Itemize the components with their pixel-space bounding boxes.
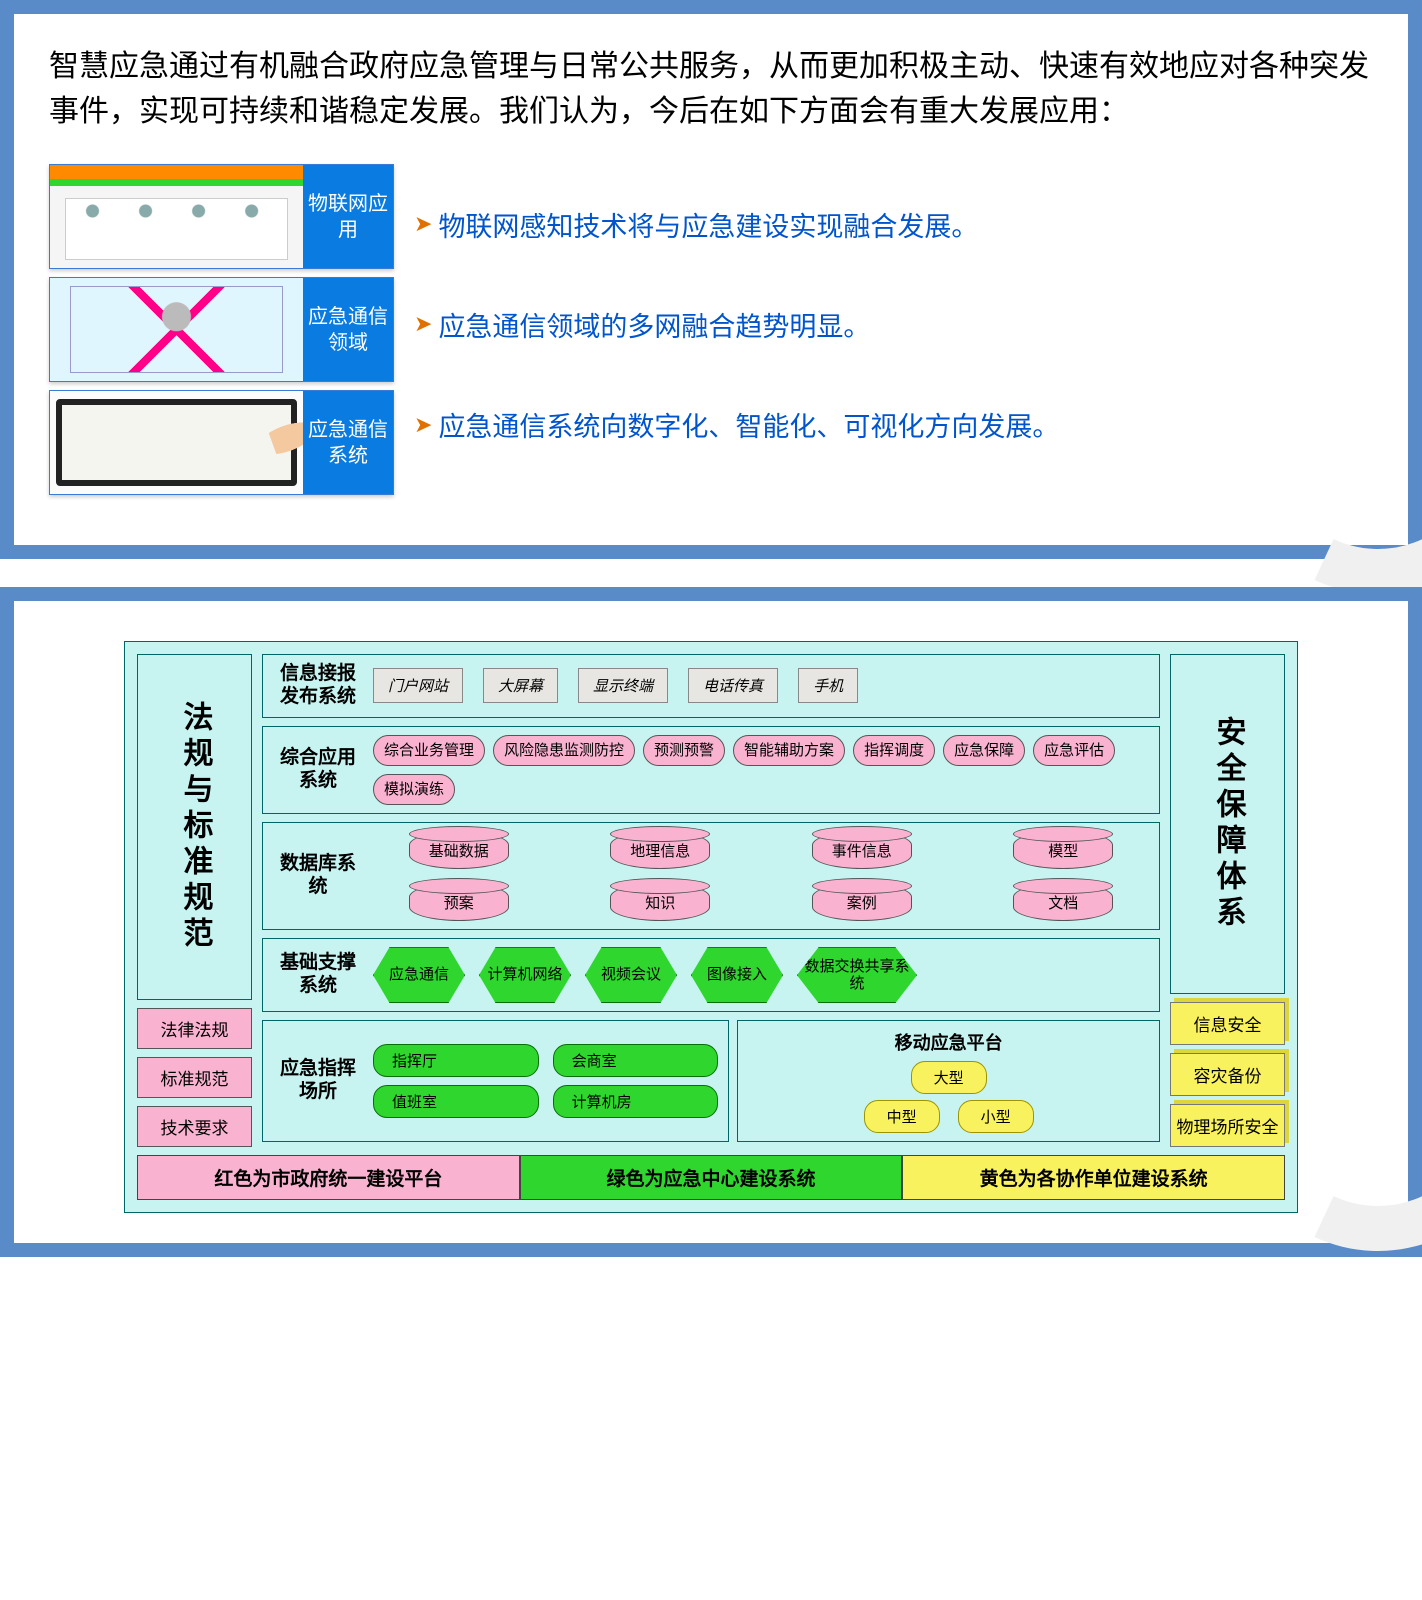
pink-pill: 应急保障 — [943, 735, 1025, 766]
right-side-column: 安全保障体系 信息安全 容灾备份 物理场所安全 — [1170, 654, 1285, 1147]
green-pill: 计算机房 — [553, 1085, 719, 1118]
pink-pill: 应急评估 — [1033, 735, 1115, 766]
hexagon: 视频会议 — [585, 947, 677, 1003]
card-comm-system: 应急通信系统 — [49, 390, 394, 495]
yellow-pill: 中型 — [864, 1100, 940, 1133]
pink-pill: 综合业务管理 — [373, 735, 485, 766]
legend-yellow: 黄色为各协作单位建设系统 — [902, 1155, 1285, 1200]
yellow-pill: 大型 — [911, 1061, 987, 1094]
green-pill: 值班室 — [373, 1085, 539, 1118]
card-label: 物联网应用 — [303, 165, 393, 268]
yellow-tag: 信息安全 — [1170, 1002, 1285, 1045]
row-items: 指挥厅 会商室 值班室 计算机房 — [373, 1044, 718, 1118]
hexagon: 数据交换共享系统 — [797, 947, 917, 1003]
pink-pill: 预测预警 — [643, 735, 725, 766]
db-cylinder: 地理信息 — [610, 831, 710, 869]
intro-paragraph: 智慧应急通过有机融合政府应急管理与日常公共服务，从而更加积极主动、快速有效地应对… — [49, 44, 1373, 134]
right-title-box: 安全保障体系 — [1170, 654, 1285, 994]
row-info-publish: 信息接报发布系统 门户网站 大屏幕 显示终端 电话传真 手机 — [262, 654, 1160, 718]
hexagon: 应急通信 — [373, 947, 465, 1003]
bullet-text: 应急通信系统向数字化、智能化、可视化方向发展。 — [438, 405, 1059, 444]
db-cylinder: 模型 — [1013, 831, 1113, 869]
db-cylinder: 事件信息 — [812, 831, 912, 869]
left-side-column: 法规与标准规范 法律法规 标准规范 技术要求 — [137, 654, 252, 1147]
bullet-item: ➤ 物联网感知技术将与应急建设实现融合发展。 — [414, 205, 1373, 244]
left-title-box: 法规与标准规范 — [137, 654, 252, 1000]
bottom-split-row: 应急指挥场所 指挥厅 会商室 值班室 计算机房 移动应急平台 大型 — [262, 1020, 1160, 1142]
card-label: 应急通信系统 — [303, 391, 393, 494]
legend-pink: 红色为市政府统一建设平台 — [137, 1155, 520, 1200]
green-pill: 会商室 — [553, 1044, 719, 1077]
row-label: 应急指挥场所 — [273, 1058, 363, 1104]
diagram-main-row: 法规与标准规范 法律法规 标准规范 技术要求 信息接报发布系统 门户网站 大屏幕… — [137, 654, 1285, 1147]
chip: 门户网站 — [373, 668, 463, 703]
pink-pill: 风险隐患监测防控 — [493, 735, 635, 766]
db-cylinder: 预案 — [409, 883, 509, 921]
row-items: 应急通信 计算机网络 视频会议 图像接入 数据交换共享系统 — [373, 947, 1149, 1003]
row-label: 数据库系统 — [273, 853, 363, 899]
pink-tag: 标准规范 — [137, 1057, 252, 1098]
row-database: 数据库系统 基础数据 地理信息 事件信息 模型 预案 知识 案例 文档 — [262, 822, 1160, 930]
legend-green: 绿色为应急中心建设系统 — [520, 1155, 903, 1200]
row-infra-support: 基础支撑系统 应急通信 计算机网络 视频会议 图像接入 数据交换共享系统 — [262, 938, 1160, 1012]
pink-tag: 技术要求 — [137, 1106, 252, 1147]
bullet-icon: ➤ — [414, 211, 432, 237]
row-items: 基础数据 地理信息 事件信息 模型 预案 知识 案例 文档 — [373, 831, 1149, 921]
card-label: 应急通信领域 — [303, 278, 393, 381]
row-integrated-app: 综合应用系统 综合业务管理 风险隐患监测防控 预测预警 智能辅助方案 指挥调度 … — [262, 726, 1160, 815]
slide-top: 智慧应急通过有机融合政府应急管理与日常公共服务，从而更加积极主动、快速有效地应对… — [0, 0, 1422, 559]
pink-tag: 法律法规 — [137, 1008, 252, 1049]
row-label: 信息接报发布系统 — [273, 663, 363, 709]
legend-row: 红色为市政府统一建设平台 绿色为应急中心建设系统 黄色为各协作单位建设系统 — [137, 1155, 1285, 1200]
hexagon: 图像接入 — [691, 947, 783, 1003]
chip: 电话传真 — [688, 668, 778, 703]
card-thumb — [50, 391, 303, 494]
pink-pill: 智能辅助方案 — [733, 735, 845, 766]
card-thumb — [50, 165, 303, 268]
chip: 显示终端 — [578, 668, 668, 703]
hexagon: 计算机网络 — [479, 947, 571, 1003]
card-column: 物联网应用 应急通信领域 应急通信系统 — [49, 164, 394, 495]
row-label: 移动应急平台 — [895, 1029, 1003, 1055]
chip: 大屏幕 — [483, 668, 558, 703]
architecture-diagram: 法规与标准规范 法律法规 标准规范 技术要求 信息接报发布系统 门户网站 大屏幕… — [124, 641, 1298, 1213]
yellow-tag: 物理场所安全 — [1170, 1104, 1285, 1147]
card-iot: 物联网应用 — [49, 164, 394, 269]
yellow-pill: 小型 — [958, 1100, 1034, 1133]
row-label: 基础支撑系统 — [273, 952, 363, 998]
card-comm-domain: 应急通信领域 — [49, 277, 394, 382]
pink-pill: 模拟演练 — [373, 774, 455, 805]
bullet-icon: ➤ — [414, 311, 432, 337]
chip: 手机 — [798, 668, 858, 703]
bullet-text: 应急通信领域的多网融合趋势明显。 — [438, 305, 870, 344]
row-command-site: 应急指挥场所 指挥厅 会商室 值班室 计算机房 — [262, 1020, 729, 1142]
db-cylinder: 基础数据 — [409, 831, 509, 869]
bullet-icon: ➤ — [414, 412, 432, 438]
bullet-item: ➤ 应急通信领域的多网融合趋势明显。 — [414, 305, 1373, 344]
green-pill: 指挥厅 — [373, 1044, 539, 1077]
center-column: 信息接报发布系统 门户网站 大屏幕 显示终端 电话传真 手机 综合应用系统 综合… — [262, 654, 1160, 1147]
row-items: 综合业务管理 风险隐患监测防控 预测预警 智能辅助方案 指挥调度 应急保障 应急… — [373, 735, 1149, 806]
slide-bottom: 法规与标准规范 法律法规 标准规范 技术要求 信息接报发布系统 门户网站 大屏幕… — [0, 587, 1422, 1257]
card-thumb — [50, 278, 303, 381]
slide1-body: 物联网应用 应急通信领域 应急通信系统 ➤ 物联网感知技术将与应急建设实现融合发… — [49, 164, 1373, 495]
yellow-tag: 容灾备份 — [1170, 1053, 1285, 1096]
db-cylinder: 知识 — [610, 883, 710, 921]
db-cylinder: 文档 — [1013, 883, 1113, 921]
db-cylinder: 案例 — [812, 883, 912, 921]
bullet-text: 物联网感知技术将与应急建设实现融合发展。 — [438, 205, 978, 244]
row-label: 综合应用系统 — [273, 747, 363, 793]
pink-pill: 指挥调度 — [853, 735, 935, 766]
row-mobile-platform: 移动应急平台 大型 中型 小型 — [737, 1020, 1160, 1142]
row-items: 门户网站 大屏幕 显示终端 电话传真 手机 — [373, 668, 1149, 703]
